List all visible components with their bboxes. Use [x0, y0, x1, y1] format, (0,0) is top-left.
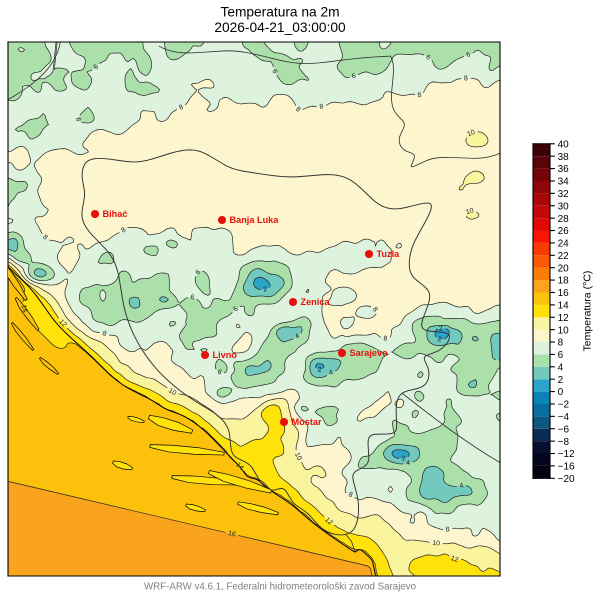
svg-text:16: 16 — [558, 288, 570, 299]
svg-text:10: 10 — [293, 452, 303, 462]
svg-text:8: 8 — [347, 491, 353, 499]
svg-text:32: 32 — [558, 189, 570, 200]
svg-text:12: 12 — [323, 516, 334, 526]
svg-text:Zenica: Zenica — [301, 297, 331, 307]
svg-text:8: 8 — [41, 234, 49, 242]
svg-text:4: 4 — [406, 460, 411, 468]
svg-text:8: 8 — [101, 330, 107, 338]
svg-text:2026-04-21_03:00:00: 2026-04-21_03:00:00 — [214, 20, 346, 35]
svg-text:4: 4 — [328, 369, 335, 377]
svg-text:22: 22 — [558, 251, 570, 262]
svg-text:8: 8 — [464, 75, 469, 82]
svg-text:6: 6 — [424, 54, 431, 62]
svg-text:Tuzla: Tuzla — [376, 249, 400, 259]
svg-text:−16: −16 — [558, 462, 575, 473]
svg-text:2: 2 — [439, 325, 444, 332]
svg-text:8: 8 — [417, 92, 422, 100]
svg-text:12: 12 — [450, 555, 460, 564]
svg-text:28: 28 — [558, 214, 570, 225]
svg-text:14: 14 — [19, 304, 28, 313]
svg-text:2: 2 — [401, 455, 406, 463]
svg-text:10: 10 — [465, 207, 475, 216]
svg-text:20: 20 — [558, 263, 570, 274]
svg-text:−8: −8 — [558, 437, 570, 448]
svg-text:−12: −12 — [558, 449, 575, 460]
svg-text:24: 24 — [558, 239, 570, 250]
svg-text:8: 8 — [120, 226, 127, 234]
svg-text:10: 10 — [558, 325, 570, 336]
svg-text:12: 12 — [57, 318, 67, 329]
svg-text:Livno: Livno — [213, 350, 238, 360]
svg-text:14: 14 — [234, 461, 245, 471]
svg-text:6: 6 — [270, 69, 278, 75]
svg-text:Sarajevo: Sarajevo — [350, 348, 389, 358]
svg-text:18: 18 — [558, 276, 570, 287]
svg-text:4: 4 — [459, 482, 464, 489]
svg-text:34: 34 — [558, 177, 570, 188]
svg-text:8: 8 — [319, 103, 324, 110]
svg-text:4: 4 — [294, 333, 301, 341]
svg-text:4: 4 — [558, 362, 564, 373]
svg-text:8: 8 — [178, 104, 185, 112]
svg-text:−20: −20 — [558, 474, 575, 485]
svg-text:6: 6 — [232, 305, 239, 313]
svg-text:6: 6 — [558, 350, 564, 361]
svg-text:0: 0 — [558, 387, 564, 398]
svg-text:2: 2 — [263, 286, 268, 294]
svg-text:Temperatura na 2m: Temperatura na 2m — [220, 4, 339, 19]
svg-text:−6: −6 — [558, 424, 570, 435]
svg-text:6: 6 — [351, 73, 357, 81]
svg-text:Temperatura (°C): Temperatura (°C) — [582, 271, 594, 352]
svg-text:8: 8 — [371, 306, 379, 314]
svg-text:8: 8 — [558, 338, 564, 349]
svg-text:8: 8 — [294, 106, 301, 114]
svg-text:10: 10 — [466, 129, 476, 139]
svg-text:2: 2 — [317, 367, 321, 374]
svg-text:10: 10 — [432, 540, 440, 548]
svg-text:6: 6 — [190, 294, 195, 302]
svg-text:6: 6 — [74, 117, 82, 122]
svg-text:38: 38 — [558, 152, 570, 163]
svg-text:6: 6 — [194, 269, 202, 277]
svg-text:Banja Luka: Banja Luka — [230, 215, 280, 225]
svg-text:Mostar: Mostar — [292, 417, 322, 427]
svg-text:6: 6 — [466, 51, 472, 59]
svg-text:40: 40 — [558, 139, 570, 150]
svg-text:WRF-ARW v4.6.1, Federalni hidr: WRF-ARW v4.6.1, Federalni hidrometeorolo… — [144, 582, 416, 593]
svg-text:6: 6 — [92, 63, 100, 71]
svg-text:30: 30 — [558, 201, 570, 212]
svg-text:14: 14 — [558, 300, 570, 311]
svg-text:12: 12 — [558, 313, 570, 324]
svg-text:6: 6 — [216, 369, 222, 377]
svg-text:−2: −2 — [558, 400, 570, 411]
svg-text:2: 2 — [437, 336, 442, 344]
svg-text:8: 8 — [384, 335, 388, 342]
svg-text:8: 8 — [445, 526, 450, 534]
svg-text:26: 26 — [558, 226, 570, 237]
svg-text:Bihać: Bihać — [103, 209, 128, 219]
svg-text:−4: −4 — [558, 412, 570, 423]
svg-text:36: 36 — [558, 164, 570, 175]
svg-text:16: 16 — [227, 530, 236, 539]
svg-text:2: 2 — [558, 375, 564, 386]
svg-text:10: 10 — [167, 387, 177, 397]
svg-text:4: 4 — [498, 356, 503, 363]
